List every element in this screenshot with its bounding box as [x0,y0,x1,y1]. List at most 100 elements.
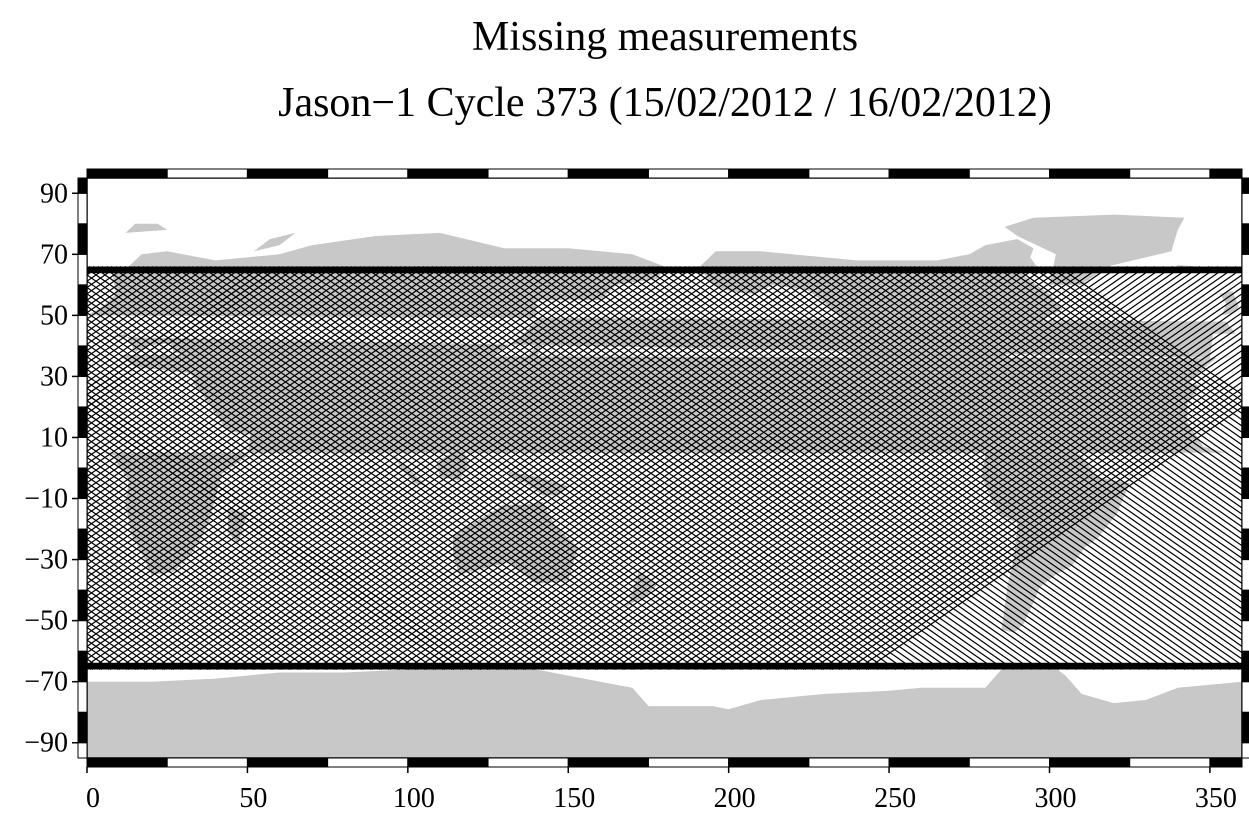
ascending-track [766,337,1242,670]
x-tick-label: 350 [1195,783,1237,814]
ascending-track [87,266,416,497]
ascending-track [0,267,18,670]
descending-track [1013,266,1242,427]
chart-title: Missing measurements [472,14,858,60]
ascending-track [522,266,1101,670]
descending-track [87,469,374,670]
ascending-track [640,266,1219,670]
ascending-track [87,266,515,566]
ascending-track [694,286,1242,670]
descending-track [588,266,1168,670]
ascending-track [87,266,371,465]
ascending-track [87,266,569,604]
frame-bar-left [77,498,88,530]
descending-track [715,266,1242,635]
y-tick-label: −10 [24,484,68,515]
descending-track [1004,266,1242,434]
ascending-track [87,266,235,371]
ascending-track [0,267,27,670]
ascending-track [87,266,497,553]
ascending-track [784,349,1242,670]
descending-track [787,266,1242,585]
ascending-track [87,266,380,471]
ascending-track [432,266,1011,670]
ascending-track [87,266,244,377]
ascending-track [87,266,425,503]
ascending-track [748,324,1242,670]
descending-track [87,488,347,670]
ascending-track [856,400,1242,670]
ascending-track [567,266,1147,670]
descending-track [805,266,1242,572]
ascending-track [351,266,930,670]
descending-track [760,266,1242,604]
descending-track [87,519,301,670]
ascending-track [775,343,1242,670]
descending-track [823,266,1242,559]
descending-track [625,266,1204,670]
descending-track [976,266,1242,452]
descending-track [87,576,220,670]
descending-track [87,500,328,670]
x-tick-label: 150 [553,783,595,814]
ascending-track [87,266,280,402]
descending-track [742,266,1242,616]
frame-bar-top [1209,168,1243,179]
ascending-track [838,387,1242,670]
descending-track [931,266,1242,484]
frame-bar-top [166,168,248,179]
descending-track [949,266,1242,471]
descending-track [634,266,1213,670]
ascending-track [712,299,1242,670]
ascending-track [757,330,1242,670]
ascending-track [87,266,307,421]
ascending-track [540,266,1120,670]
ascending-track [486,266,1065,670]
frame-bar-right [1241,223,1249,255]
descending-track [706,266,1242,641]
descending-track [87,444,410,670]
frame-bar-top [86,168,168,179]
descending-track [87,437,419,670]
ascending-track [87,266,560,597]
descending-track [778,266,1242,591]
ascending-track [315,266,894,670]
ascending-track [603,266,1183,670]
ascending-track [468,266,1047,670]
frame-bar-left [77,711,88,744]
frame-bar-bottom [808,757,890,768]
descending-track [607,266,1186,670]
ascending-track [414,266,993,670]
ascending-track [87,266,226,364]
descending-track [570,266,1150,670]
ascending-track [87,266,190,339]
descending-track [1031,266,1242,415]
descending-track [87,538,274,670]
ascending-track [87,266,461,528]
ascending-track [811,368,1242,670]
descending-track [87,532,283,670]
ascending-track [459,266,1038,670]
descending-track [895,266,1242,509]
descending-track [0,267,12,670]
descending-track [0,267,21,670]
descending-track [616,266,1195,670]
frame-bar-bottom [647,757,730,768]
missing-tracks [0,266,1242,670]
ascending-track [87,266,524,572]
frame-bar-left [77,375,88,408]
frame-bar-right [1241,284,1249,316]
ascending-track [87,266,542,585]
ascending-track [685,280,1242,670]
frame-bar-right [1241,467,1249,500]
y-tick-label: −50 [24,606,68,637]
ascending-track [829,381,1242,670]
descending-track [87,557,247,670]
descending-track [877,266,1242,522]
ascending-track [87,266,443,515]
frame-bar-right [1241,589,1249,622]
ascending-track [513,266,1092,670]
descending-track [87,481,356,670]
descending-track [87,513,310,670]
